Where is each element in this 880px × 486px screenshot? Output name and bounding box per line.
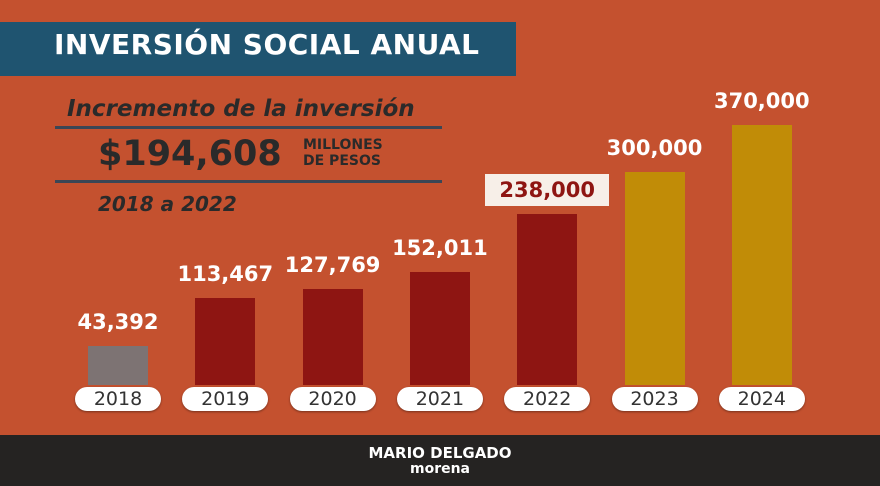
data-label-2020: 127,769 [284, 252, 381, 277]
data-label-2023: 300,000 [606, 136, 703, 161]
data-label-2022: 238,000 [485, 174, 610, 207]
x-tick-2019: 2019 [182, 387, 269, 411]
title-banner: INVERSIÓN SOCIAL ANUAL [0, 22, 516, 76]
summary-period: 2018 a 2022 [98, 192, 237, 216]
x-tick-2023: 2023 [611, 387, 698, 411]
bar-2024 [731, 125, 792, 385]
divider [55, 126, 442, 129]
x-tick-2022: 2022 [504, 387, 591, 411]
unit-line1: MILLONES [303, 137, 383, 153]
footer-party: morena [409, 461, 471, 477]
footer-name: MARIO DELGADO [368, 444, 512, 462]
bar-2018 [88, 345, 148, 385]
x-tick-2018: 2018 [75, 387, 161, 411]
footer: MARIO DELGADO morena [0, 435, 880, 486]
bar-2019 [195, 298, 256, 385]
summary-amount: $194,608 [98, 134, 282, 174]
summary-heading: Incremento de la inversión [67, 96, 415, 122]
bar-2020 [302, 288, 363, 385]
x-tick-2020: 2020 [289, 387, 376, 411]
data-label-2021: 152,011 [392, 236, 488, 261]
bar-2021 [409, 272, 470, 385]
x-tick-2021: 2021 [396, 387, 483, 411]
data-label-2019: 113,467 [177, 262, 274, 287]
data-label-2018: 43,392 [77, 309, 159, 334]
divider [55, 180, 442, 183]
x-tick-2024: 2024 [718, 387, 805, 411]
unit-line2: DE PESOS [303, 153, 381, 169]
bar-2023 [624, 172, 685, 385]
bar-2022 [517, 214, 578, 385]
summary-unit: MILLONES DE PESOS [303, 137, 383, 169]
data-label-2024: 370,000 [713, 89, 810, 113]
chart-title: INVERSIÓN SOCIAL ANUAL [54, 28, 480, 61]
